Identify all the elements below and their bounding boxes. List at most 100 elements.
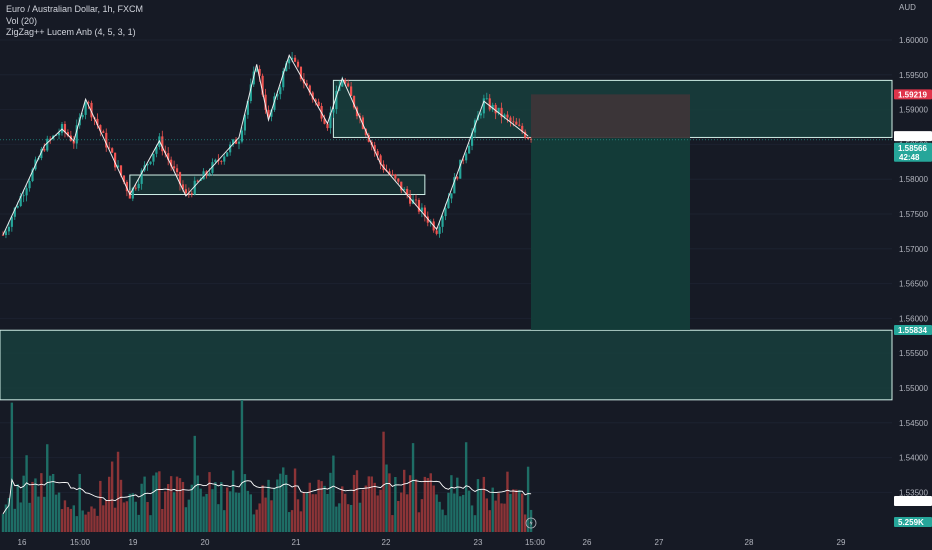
candle (63, 121, 67, 138)
candle-body (90, 102, 93, 118)
volume-bar (84, 514, 87, 532)
volume-bar (113, 507, 117, 532)
candle-body (187, 193, 190, 194)
time-axis[interactable]: 16 15:00 19 20 21 22 23 15:00 26 27 28 29 (18, 538, 846, 547)
candle-body (16, 206, 19, 208)
volume-bar (370, 476, 373, 532)
volume-bar (305, 493, 309, 532)
candle (279, 84, 282, 100)
candle-body (420, 207, 423, 212)
candle-body (482, 98, 485, 114)
candle (282, 67, 285, 91)
volume-bar (252, 514, 255, 532)
volume-bar (385, 464, 388, 532)
candle-body (305, 83, 308, 86)
volume-bar (196, 475, 199, 532)
volume-bar (102, 505, 105, 532)
volume-bar (476, 479, 480, 532)
volume-bar (187, 499, 191, 532)
candle-body (1, 234, 5, 236)
volume-bar (361, 489, 365, 532)
volume-bar (523, 514, 527, 532)
price-axis[interactable]: AUD1.600001.595001.590001.585001.580001.… (899, 3, 928, 497)
volume-bar (326, 493, 329, 532)
volume-bar (246, 490, 250, 532)
candle-body (173, 166, 176, 169)
candle-body (267, 109, 270, 117)
candle (308, 84, 311, 96)
price-tick-label: 1.53500 (899, 488, 928, 497)
candle-body (229, 144, 232, 153)
candle-body (400, 181, 403, 191)
volume-bar (1, 513, 5, 532)
volume-bar (285, 474, 288, 532)
candle (329, 106, 332, 134)
candle (57, 128, 61, 140)
candle-body (435, 230, 438, 234)
volume-bar (320, 481, 323, 532)
volume-bar (211, 489, 214, 532)
candle-body (243, 114, 246, 131)
candle-body (22, 195, 25, 197)
candle-body (388, 171, 391, 175)
replay-icon[interactable] (525, 517, 537, 529)
volume-bar (364, 485, 368, 532)
candle-body (332, 109, 335, 113)
candle-body (249, 84, 252, 101)
volume-bar (220, 482, 223, 532)
volume-bar (335, 506, 338, 532)
volume-bar (258, 503, 261, 532)
candle (243, 113, 246, 136)
candle-body (246, 100, 249, 115)
replay-icon-bolt (529, 519, 533, 527)
zigzag-line (2, 54, 529, 236)
volume-bar (234, 492, 238, 532)
candle-body (99, 125, 102, 132)
time-tick-label: 16 (18, 538, 27, 547)
candle (146, 163, 149, 171)
candle-body (4, 231, 8, 235)
volume-bar (293, 468, 297, 532)
candle (175, 164, 179, 178)
candle (178, 171, 182, 191)
volume-bar (311, 494, 314, 532)
volume-bar (344, 493, 347, 532)
volume-bar (464, 442, 468, 532)
volume-bar (105, 500, 108, 532)
volume-bar (444, 515, 447, 532)
candle-body (43, 149, 46, 151)
candle (441, 214, 444, 233)
volume-bar (438, 501, 441, 532)
candle-body (178, 172, 182, 185)
volume-bar (287, 512, 291, 532)
candle (75, 119, 78, 149)
candle-body (13, 207, 16, 217)
candle-body (19, 196, 22, 207)
candle (267, 105, 270, 119)
candle (406, 186, 409, 199)
volume-bar (479, 488, 483, 532)
symbol-title[interactable]: Euro / Australian Dollar, 1h, FXCM (6, 4, 144, 14)
volume-bar (358, 502, 362, 532)
zigzag-indicator-label[interactable]: ZigZag++ Lucem Anb (4, 5, 3, 1) (6, 27, 136, 37)
volume-bar (46, 444, 49, 532)
volume-bar (119, 479, 123, 532)
candle-body (28, 181, 31, 189)
volume-bar (4, 504, 8, 532)
candle (288, 56, 291, 70)
volume-bar (323, 485, 326, 532)
candle-body (234, 139, 238, 144)
volume-bar (49, 475, 52, 532)
candle (524, 129, 527, 140)
candle (40, 146, 43, 161)
price-tick-label: 1.60000 (899, 36, 928, 45)
volume-bar (500, 503, 503, 532)
volume-bar (432, 485, 435, 532)
volume-bar (394, 477, 397, 532)
volume-bar (276, 479, 279, 532)
volume-indicator-label[interactable]: Vol (20) (6, 15, 38, 26)
volume-bar (16, 484, 19, 532)
volume-bar (367, 476, 370, 532)
